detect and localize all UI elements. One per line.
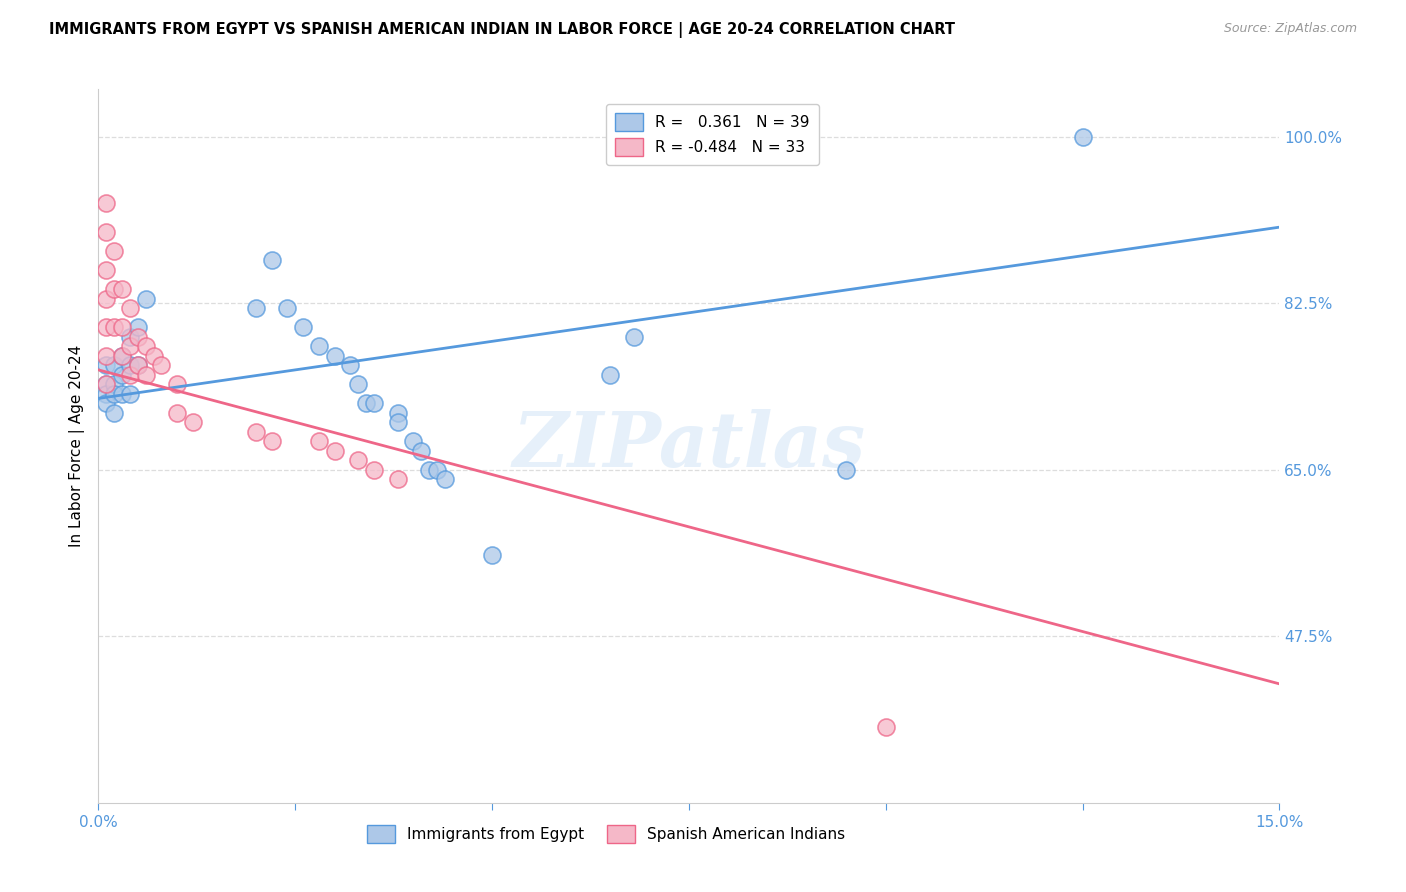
Point bbox=[323, 349, 346, 363]
Point bbox=[387, 415, 409, 429]
Point bbox=[308, 434, 330, 449]
Point bbox=[103, 244, 125, 258]
Point bbox=[835, 463, 858, 477]
Point bbox=[96, 396, 118, 410]
Point bbox=[96, 320, 118, 334]
Point bbox=[111, 368, 134, 382]
Point bbox=[96, 377, 118, 392]
Point bbox=[623, 329, 645, 343]
Point bbox=[363, 396, 385, 410]
Point bbox=[292, 320, 315, 334]
Point bbox=[347, 453, 370, 467]
Point bbox=[111, 349, 134, 363]
Point bbox=[181, 415, 204, 429]
Point bbox=[118, 329, 141, 343]
Point bbox=[245, 301, 267, 315]
Point bbox=[96, 263, 118, 277]
Point bbox=[418, 463, 440, 477]
Point bbox=[118, 339, 141, 353]
Point bbox=[111, 282, 134, 296]
Point bbox=[127, 320, 149, 334]
Point bbox=[111, 320, 134, 334]
Point bbox=[103, 320, 125, 334]
Point bbox=[127, 358, 149, 372]
Point bbox=[276, 301, 298, 315]
Point bbox=[127, 329, 149, 343]
Point bbox=[103, 406, 125, 420]
Point bbox=[135, 339, 157, 353]
Y-axis label: In Labor Force | Age 20-24: In Labor Force | Age 20-24 bbox=[69, 345, 84, 547]
Point bbox=[150, 358, 173, 372]
Point bbox=[875, 720, 897, 734]
Point bbox=[481, 549, 503, 563]
Point bbox=[402, 434, 425, 449]
Point bbox=[103, 282, 125, 296]
Point bbox=[245, 425, 267, 439]
Point bbox=[1071, 129, 1094, 144]
Point bbox=[387, 472, 409, 486]
Point bbox=[103, 358, 125, 372]
Legend: Immigrants from Egypt, Spanish American Indians: Immigrants from Egypt, Spanish American … bbox=[361, 819, 851, 848]
Point bbox=[411, 443, 433, 458]
Point bbox=[599, 368, 621, 382]
Point bbox=[135, 292, 157, 306]
Point bbox=[142, 349, 165, 363]
Text: Source: ZipAtlas.com: Source: ZipAtlas.com bbox=[1223, 22, 1357, 36]
Point bbox=[96, 386, 118, 401]
Point bbox=[135, 368, 157, 382]
Point bbox=[433, 472, 456, 486]
Point bbox=[103, 386, 125, 401]
Text: IMMIGRANTS FROM EGYPT VS SPANISH AMERICAN INDIAN IN LABOR FORCE | AGE 20-24 CORR: IMMIGRANTS FROM EGYPT VS SPANISH AMERICA… bbox=[49, 22, 955, 38]
Text: ZIPatlas: ZIPatlas bbox=[512, 409, 866, 483]
Point bbox=[166, 406, 188, 420]
Point bbox=[354, 396, 377, 410]
Point bbox=[339, 358, 361, 372]
Point bbox=[96, 358, 118, 372]
Point bbox=[127, 358, 149, 372]
Point bbox=[118, 301, 141, 315]
Point bbox=[118, 386, 141, 401]
Point bbox=[96, 196, 118, 211]
Point bbox=[96, 349, 118, 363]
Point bbox=[260, 434, 283, 449]
Point bbox=[426, 463, 449, 477]
Point bbox=[96, 225, 118, 239]
Point bbox=[347, 377, 370, 392]
Point bbox=[96, 292, 118, 306]
Point bbox=[166, 377, 188, 392]
Point bbox=[308, 339, 330, 353]
Point bbox=[111, 386, 134, 401]
Point bbox=[323, 443, 346, 458]
Point bbox=[111, 349, 134, 363]
Point bbox=[96, 377, 118, 392]
Point bbox=[363, 463, 385, 477]
Point bbox=[118, 368, 141, 382]
Point bbox=[103, 377, 125, 392]
Point bbox=[118, 358, 141, 372]
Point bbox=[387, 406, 409, 420]
Point bbox=[260, 253, 283, 268]
